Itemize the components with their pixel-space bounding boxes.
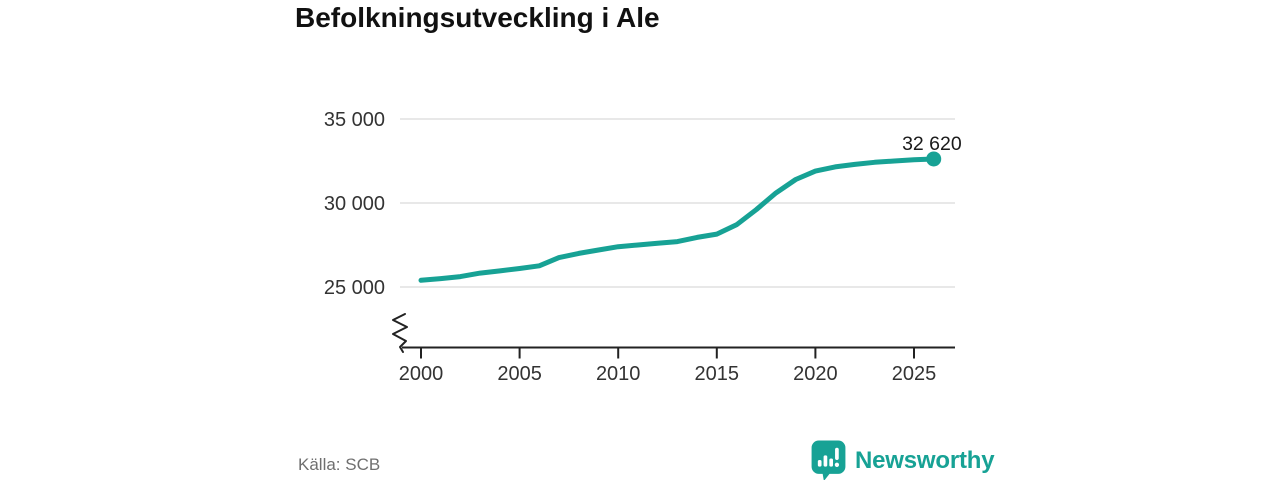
- x-axis-tick-label: 2000: [399, 363, 444, 385]
- y-axis-tick-label: 25 000: [324, 277, 385, 299]
- population-series-line: [418, 156, 937, 283]
- x-axis-tick-label: 2020: [793, 363, 838, 385]
- x-axis-tick-label: 2015: [695, 363, 740, 385]
- chart-title: Befolkningsutveckling i Ale: [295, 2, 660, 33]
- series-end-dot: [926, 151, 942, 167]
- x-axis-tick-label: 2005: [497, 363, 542, 385]
- y-axis-tick-label: 35 000: [324, 109, 385, 131]
- y-axis-tick-label: 30 000: [324, 193, 385, 215]
- source-note: Källa: SCB: [298, 455, 381, 474]
- y-axis-break-icon: [392, 313, 408, 353]
- x-axis-tick-label: 2010: [596, 363, 641, 385]
- x-axis-tick-label: 2025: [892, 363, 937, 385]
- newsworthy-speech-bubble-barchart-icon: [811, 440, 846, 480]
- series-end-value-label: 32 620: [902, 133, 962, 155]
- newsworthy-wordmark: Newsworthy: [855, 446, 995, 474]
- newsworthy-logo: Newsworthy: [810, 440, 995, 480]
